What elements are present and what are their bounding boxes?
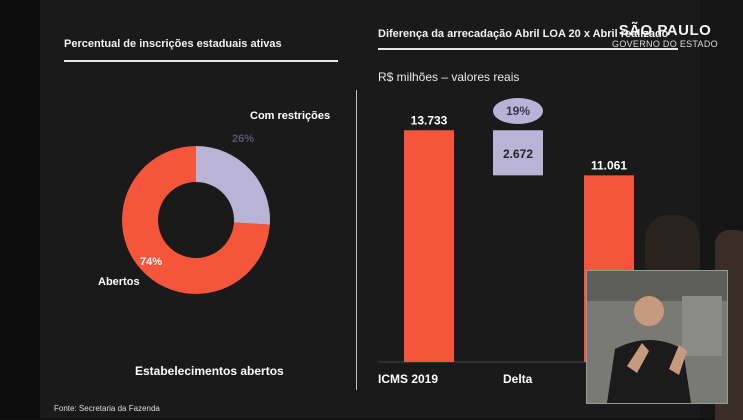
waterfall-unit-label: R$ milhões – valores reais bbox=[378, 70, 520, 84]
sao-paulo-logo: SÃO PAULO GOVERNO DO ESTADO bbox=[612, 22, 718, 49]
x-label-icms-2019: ICMS 2019 bbox=[378, 372, 439, 386]
x-label-delta: Delta bbox=[503, 372, 533, 386]
data-label-com-restricoes: 26% bbox=[232, 133, 255, 145]
donut-caption: Estabelecimentos abertos bbox=[135, 364, 284, 378]
interpreter-figure bbox=[587, 271, 727, 403]
sign-language-interpreter-video bbox=[586, 270, 728, 404]
legend-label-abertos: Abertos bbox=[98, 276, 140, 288]
panel-divider bbox=[356, 90, 357, 390]
data-label-abertos: 74% bbox=[140, 256, 163, 268]
legend-label-com-restricoes: Com restrições bbox=[250, 110, 331, 122]
right-title-rule bbox=[378, 48, 678, 50]
left-dark-edge bbox=[0, 0, 40, 418]
waterfall-chart-title: Diferença da arrecadação Abril LOA 20 x … bbox=[378, 28, 669, 40]
left-title-rule bbox=[64, 60, 338, 62]
donut-chart-title: Percentual de inscrições estaduais ativa… bbox=[64, 38, 282, 50]
source-note: Fonte: Secretaria da Fazenda bbox=[54, 404, 160, 413]
